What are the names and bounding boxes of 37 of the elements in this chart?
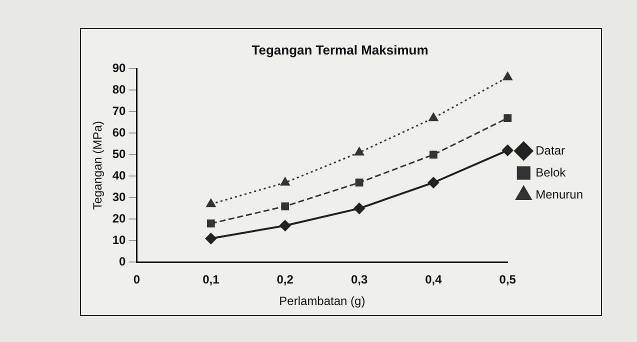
y-tick-label: 20 xyxy=(112,211,126,226)
point xyxy=(280,220,291,232)
y-axis-title: Tegangan (MPa) xyxy=(90,121,105,210)
x-tick-label: 0,5 xyxy=(499,272,516,287)
y-tick-label: 10 xyxy=(112,233,126,247)
point xyxy=(428,177,439,188)
x-tick-label: 0,1 xyxy=(202,272,220,287)
point xyxy=(430,150,438,159)
point xyxy=(206,198,216,208)
x-tick-label: 0,2 xyxy=(276,272,294,287)
y-tick-label: 70 xyxy=(112,104,126,118)
point xyxy=(354,202,365,214)
y-tick-label: 0 xyxy=(119,254,126,269)
x-axis-title: Perlambatan (g) xyxy=(279,294,366,308)
point xyxy=(502,144,514,156)
y-tick-label: 30 xyxy=(112,190,126,204)
point xyxy=(281,202,290,210)
y-tick-label: 90 xyxy=(112,60,126,75)
point xyxy=(428,112,438,122)
x-tick-label: 0 xyxy=(133,272,140,287)
legend-label: Menurun xyxy=(536,187,584,202)
y-tick-label: 50 xyxy=(112,146,126,161)
y-tick-label: 80 xyxy=(112,82,126,96)
legend-label: Datar xyxy=(536,143,565,158)
point xyxy=(354,147,364,156)
point xyxy=(205,233,216,244)
x-tick-label: 0,4 xyxy=(425,272,442,287)
x-tick-label: 0,3 xyxy=(350,272,368,287)
y-tick-label: 60 xyxy=(112,125,126,140)
point xyxy=(355,178,364,187)
point xyxy=(280,177,290,186)
point xyxy=(504,114,512,122)
point xyxy=(206,220,215,228)
point xyxy=(502,72,512,80)
y-tick-label: 40 xyxy=(112,168,126,182)
legend-label: Belok xyxy=(536,165,567,180)
chart-title: Tegangan Termal Maksimum xyxy=(252,42,428,58)
